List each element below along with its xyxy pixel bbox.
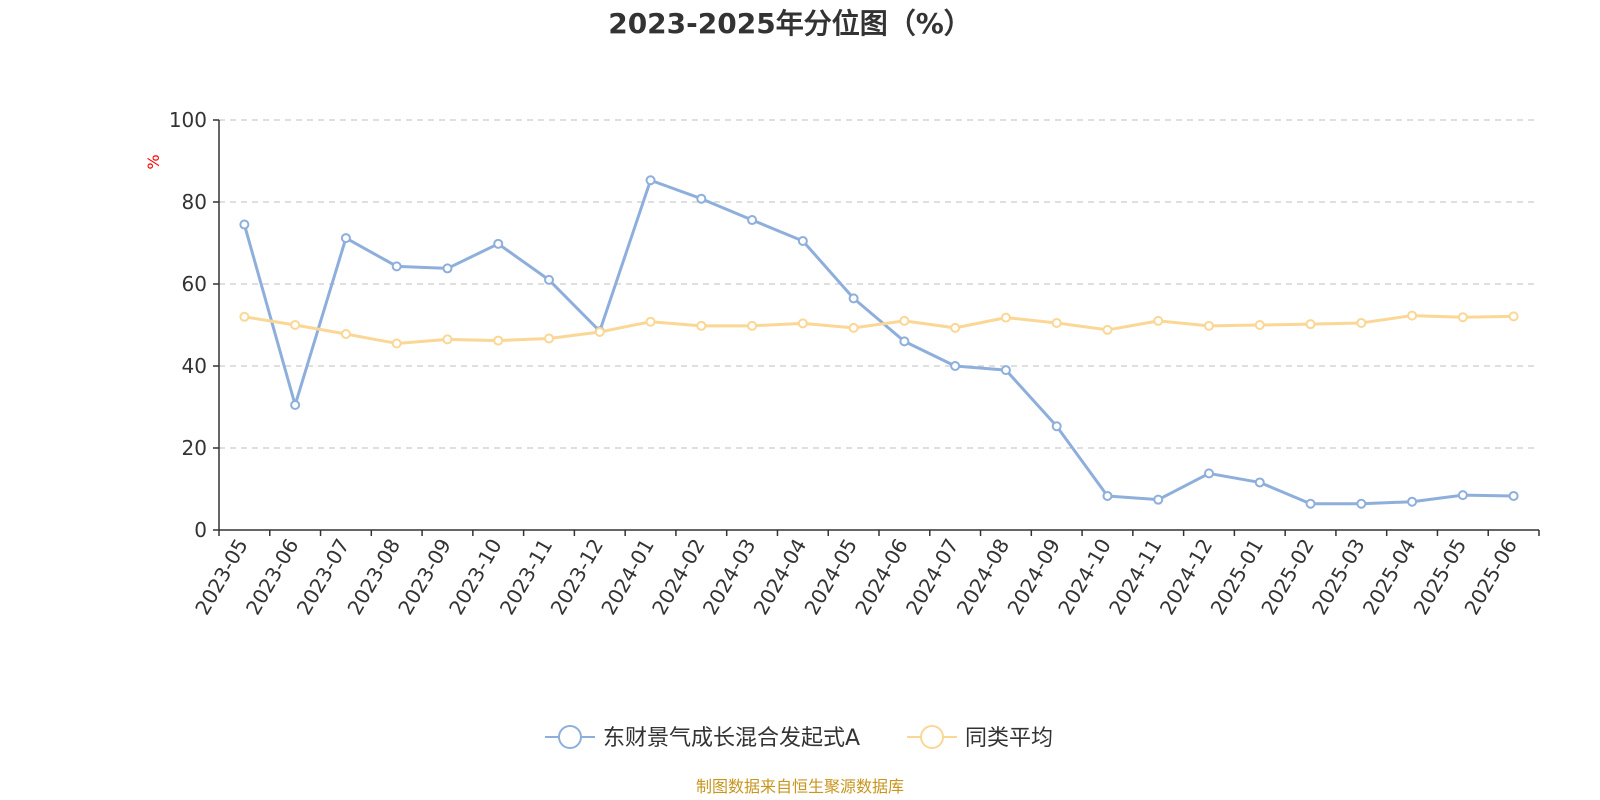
data-point[interactable] bbox=[1000, 365, 1011, 376]
data-point[interactable] bbox=[696, 193, 707, 204]
data-point[interactable] bbox=[239, 219, 250, 230]
data-point[interactable] bbox=[1254, 320, 1265, 330]
data-point[interactable] bbox=[1153, 494, 1164, 505]
data-point[interactable] bbox=[1508, 311, 1519, 322]
y-tick-label: 100 bbox=[169, 108, 207, 132]
data-point[interactable] bbox=[544, 333, 554, 344]
legend-label: 东财景气成长混合发起式A bbox=[603, 726, 860, 751]
legend-marker-icon bbox=[920, 725, 944, 749]
data-point[interactable] bbox=[1457, 312, 1468, 323]
axes: 0204060801002023-052023-062023-072023-08… bbox=[169, 108, 1540, 619]
data-point[interactable] bbox=[1102, 324, 1113, 335]
data-point[interactable] bbox=[950, 322, 961, 333]
source-note: 制图数据来自恒生聚源数据库 bbox=[696, 777, 904, 796]
data-point[interactable] bbox=[1407, 310, 1418, 321]
data-point[interactable] bbox=[391, 338, 402, 349]
legend-item-0[interactable]: 东财景气成长混合发起式A bbox=[545, 725, 860, 751]
data-point[interactable] bbox=[899, 336, 910, 347]
data-point[interactable] bbox=[899, 315, 910, 326]
data-point[interactable] bbox=[1000, 312, 1011, 323]
legend-marker-icon bbox=[558, 725, 582, 749]
data-point[interactable] bbox=[290, 320, 301, 330]
data-point[interactable] bbox=[493, 335, 504, 346]
y-tick-label: 60 bbox=[182, 272, 207, 296]
data-point[interactable] bbox=[1305, 498, 1316, 509]
data-point[interactable] bbox=[1305, 319, 1316, 330]
data-point[interactable] bbox=[1204, 320, 1214, 331]
y-tick-label: 0 bbox=[194, 518, 207, 542]
legend-item-1[interactable]: 同类平均 bbox=[907, 725, 1053, 751]
data-point[interactable] bbox=[493, 238, 504, 249]
data-point[interactable] bbox=[594, 326, 605, 337]
data-point[interactable] bbox=[391, 261, 402, 272]
data-point[interactable] bbox=[340, 233, 351, 244]
data-point[interactable] bbox=[747, 215, 758, 226]
chart-title: 2023-2025年分位图（%） bbox=[608, 7, 972, 40]
data-point[interactable] bbox=[696, 320, 707, 331]
data-point[interactable] bbox=[1356, 317, 1367, 328]
data-point[interactable] bbox=[848, 293, 859, 304]
y-tick-label: 40 bbox=[182, 354, 207, 378]
data-point[interactable] bbox=[797, 318, 808, 329]
data-point[interactable] bbox=[1407, 496, 1418, 507]
data-point[interactable] bbox=[1508, 490, 1519, 501]
data-point[interactable] bbox=[544, 274, 554, 285]
legend[interactable]: 东财景气成长混合发起式A 同类平均 bbox=[545, 725, 1053, 751]
data-point[interactable] bbox=[1051, 317, 1062, 328]
y-tick-label: 20 bbox=[182, 436, 207, 460]
series-line-1 bbox=[244, 314, 1514, 345]
data-point[interactable] bbox=[848, 322, 859, 333]
legend-label: 同类平均 bbox=[965, 726, 1053, 751]
data-point[interactable] bbox=[442, 263, 453, 274]
y-axis-unit: % bbox=[144, 154, 163, 169]
data-point[interactable] bbox=[1153, 315, 1164, 326]
data-point[interactable] bbox=[950, 361, 961, 371]
data-point[interactable] bbox=[1204, 468, 1214, 479]
data-point[interactable] bbox=[340, 329, 351, 340]
data-point[interactable] bbox=[1356, 498, 1367, 509]
y-tick-label: 80 bbox=[182, 190, 207, 214]
series-lines bbox=[239, 175, 1519, 509]
data-point[interactable] bbox=[290, 399, 301, 410]
data-point[interactable] bbox=[797, 235, 808, 246]
data-point[interactable] bbox=[442, 334, 453, 345]
data-point[interactable] bbox=[1254, 477, 1265, 488]
series-line-0 bbox=[242, 178, 1514, 506]
data-point[interactable] bbox=[645, 175, 656, 186]
data-point[interactable] bbox=[1102, 490, 1113, 501]
grid-lines bbox=[219, 119, 1539, 449]
data-point[interactable] bbox=[239, 311, 250, 322]
data-point[interactable] bbox=[645, 316, 656, 327]
data-point[interactable] bbox=[1051, 421, 1062, 432]
data-point[interactable] bbox=[747, 320, 758, 331]
data-point[interactable] bbox=[1457, 490, 1468, 501]
